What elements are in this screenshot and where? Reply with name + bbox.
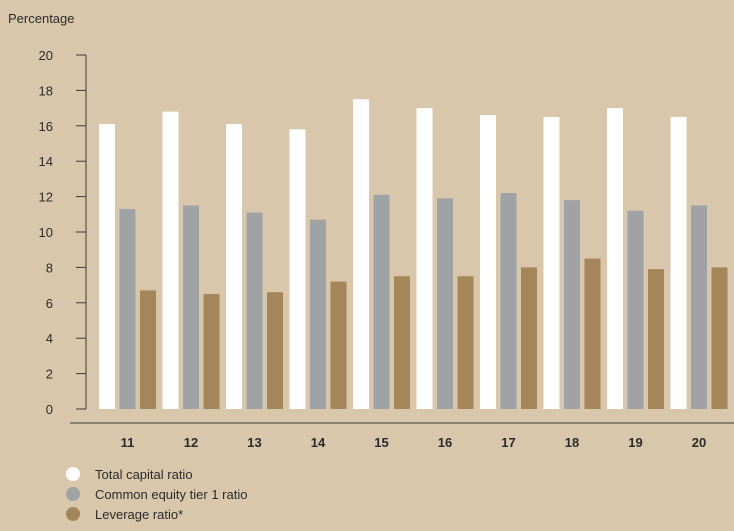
x-tick-label: 11: [121, 435, 135, 450]
y-tick-label: 18: [39, 83, 53, 98]
legend-item-leverage: Leverage ratio*: [66, 504, 247, 524]
leverage-ratio-bar: [203, 293, 220, 409]
cet1-ratio-bar: [183, 205, 199, 409]
total-capital-ratio-bar: [99, 124, 115, 409]
total-capital-ratio-bar: [670, 116, 687, 409]
y-tick-label: 16: [39, 119, 53, 134]
x-tick-label: 18: [565, 435, 579, 450]
bars: [99, 99, 728, 410]
total-capital-ratio-bar: [289, 129, 306, 409]
y-axis-label: Percentage: [8, 11, 75, 26]
x-tick-label: 15: [374, 435, 388, 450]
x-tick-label: 14: [311, 435, 326, 450]
total-capital-ratio-bar: [416, 108, 433, 409]
cet1-ratio-bar: [246, 212, 263, 409]
leverage-ratio-bar: [711, 267, 728, 409]
leverage-ratio-bar: [140, 290, 156, 409]
cet1-ratio-bar: [373, 194, 390, 409]
y-tick-label: 14: [39, 154, 53, 169]
total-capital-ratio-bar: [353, 99, 369, 409]
legend-label: Total capital ratio: [95, 466, 193, 482]
y-axis: 0 2 4 6 8 10 12 14 16 18 20: [39, 48, 86, 417]
x-axis: 11 12 13 14 15 16 17 18 19 20: [121, 435, 707, 450]
x-tick-label: 12: [184, 435, 198, 450]
y-tick-label: 2: [46, 367, 53, 382]
y-tick-label: 8: [46, 260, 53, 275]
leverage-ratio-bar: [330, 281, 347, 409]
cet1-ratio-bar: [500, 193, 517, 409]
x-tick-label: 19: [628, 435, 642, 450]
legend-swatch: [66, 487, 80, 501]
y-tick-label: 4: [46, 331, 53, 346]
cet1-ratio-bar: [119, 208, 136, 409]
y-tick-label: 12: [39, 190, 53, 205]
total-capital-ratio-bar: [607, 108, 623, 409]
cet1-ratio-bar: [310, 219, 326, 409]
total-capital-ratio-bar: [162, 111, 179, 409]
x-tick-label: 20: [692, 435, 706, 450]
legend-label: Leverage ratio*: [95, 506, 184, 522]
y-tick-label: 0: [46, 402, 53, 417]
cet1-ratio-bar: [691, 205, 707, 409]
legend-swatch: [66, 467, 80, 481]
leverage-ratio-bar: [267, 292, 283, 409]
cet1-ratio-bar: [627, 210, 644, 409]
x-tick-label: 16: [438, 435, 452, 450]
x-tick-label: 13: [247, 435, 261, 450]
legend-swatch: [66, 507, 80, 521]
total-capital-ratio-bar: [480, 115, 496, 410]
legend-label: Common equity tier 1 ratio: [95, 486, 248, 502]
legend-item-total-capital: Total capital ratio: [66, 464, 247, 484]
cet1-ratio-bar: [437, 198, 453, 409]
total-capital-ratio-bar: [226, 124, 242, 409]
legend-item-cet1: Common equity tier 1 ratio: [66, 484, 247, 504]
cet1-ratio-bar: [564, 200, 580, 409]
y-tick-label: 20: [39, 48, 53, 63]
leverage-ratio-bar: [584, 258, 601, 409]
x-tick-label: 17: [501, 435, 515, 450]
leverage-ratio-bar: [457, 276, 474, 409]
total-capital-ratio-bar: [543, 116, 560, 409]
leverage-ratio-bar: [394, 276, 410, 409]
leverage-ratio-bar: [521, 267, 537, 409]
y-tick-label: 10: [39, 225, 53, 240]
legend: Total capital ratio Common equity tier 1…: [66, 464, 247, 524]
leverage-ratio-bar: [648, 269, 664, 409]
y-tick-label: 6: [46, 296, 53, 311]
